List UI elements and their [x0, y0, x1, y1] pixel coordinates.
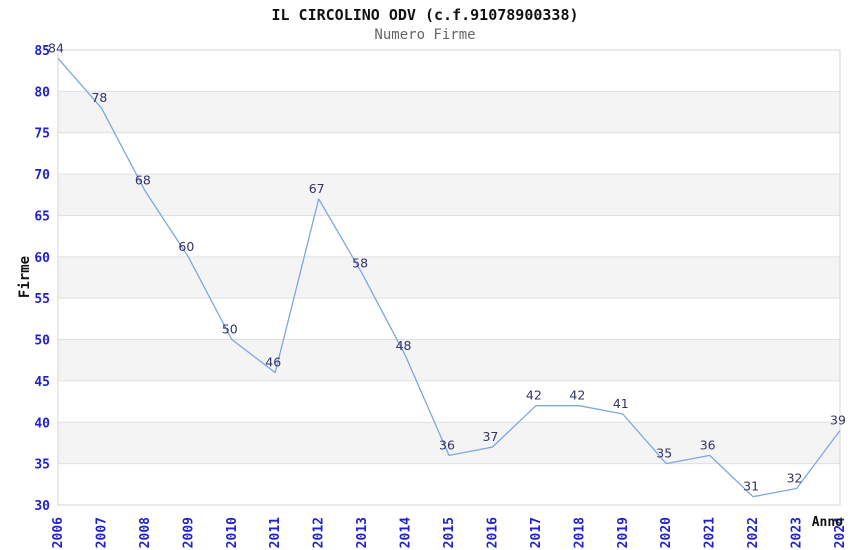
- y-tick-label: 50: [34, 334, 50, 349]
- x-tick-label: 2023: [790, 517, 805, 548]
- x-tick-label: 2022: [746, 517, 761, 548]
- plot-band: [58, 422, 840, 464]
- x-tick-label: 2009: [181, 517, 196, 548]
- plot-band: [58, 91, 840, 133]
- point-label: 32: [787, 470, 803, 485]
- point-label: 41: [613, 396, 629, 411]
- point-label: 67: [309, 181, 325, 196]
- y-tick-label: 40: [34, 416, 50, 431]
- y-tick-label: 65: [34, 209, 50, 224]
- x-tick-label: 2019: [616, 517, 631, 548]
- x-tick-label: 2017: [529, 517, 544, 548]
- y-axis-title: Firme: [17, 255, 33, 299]
- series-line: [57, 57, 841, 498]
- point-label: 36: [439, 437, 455, 452]
- point-label: 58: [352, 255, 368, 270]
- x-tick-label: 2013: [355, 517, 370, 548]
- plot-band: [58, 174, 840, 216]
- y-tick-label: 60: [34, 251, 50, 266]
- point-label: 39: [830, 413, 846, 428]
- point-label: 46: [265, 355, 281, 370]
- x-tick-label: 2018: [572, 517, 587, 548]
- y-tick-label: 70: [34, 168, 50, 183]
- x-tick-label: 2020: [659, 517, 674, 548]
- chart-title: IL CIRCOLINO ODV (c.f.91078900338): [271, 6, 579, 24]
- x-tick-label: 2016: [485, 517, 500, 548]
- x-tick-label: 2014: [399, 517, 414, 548]
- point-label: 35: [656, 446, 672, 461]
- chart-subtitle: Numero Firme: [374, 27, 476, 43]
- point-label: 36: [700, 437, 716, 452]
- x-axis-title: Anno: [811, 515, 843, 530]
- point-label: 68: [135, 173, 151, 188]
- point-label: 48: [396, 338, 412, 353]
- y-tick-label: 35: [34, 458, 50, 473]
- point-label: 31: [743, 479, 759, 494]
- x-tick-label: 2006: [51, 517, 66, 548]
- x-tick-label: 2021: [703, 517, 718, 548]
- point-label: 42: [569, 388, 585, 403]
- y-tick-label: 45: [34, 375, 50, 390]
- point-label: 37: [482, 429, 498, 444]
- x-tick-label: 2011: [268, 517, 283, 548]
- x-tick-label: 2007: [94, 517, 109, 548]
- point-label: 42: [526, 388, 542, 403]
- y-tick-label: 30: [34, 499, 50, 514]
- plot-band: [58, 256, 840, 299]
- x-tick-label: 2015: [442, 517, 457, 548]
- plot-band: [58, 339, 840, 381]
- plot-border: [57, 49, 841, 506]
- point-label: 60: [178, 239, 194, 254]
- point-label: 84: [48, 40, 64, 55]
- y-tick-label: 85: [34, 44, 50, 59]
- y-tick-label: 55: [34, 292, 50, 307]
- x-tick-label: 2010: [225, 517, 240, 548]
- point-label: 78: [91, 90, 107, 105]
- point-label: 50: [222, 322, 238, 337]
- x-tick-label: 2012: [312, 517, 327, 548]
- y-tick-label: 75: [34, 127, 50, 142]
- x-tick-label: 2024: [833, 517, 848, 548]
- x-tick-label: 2008: [138, 517, 153, 548]
- y-tick-label: 80: [34, 85, 50, 100]
